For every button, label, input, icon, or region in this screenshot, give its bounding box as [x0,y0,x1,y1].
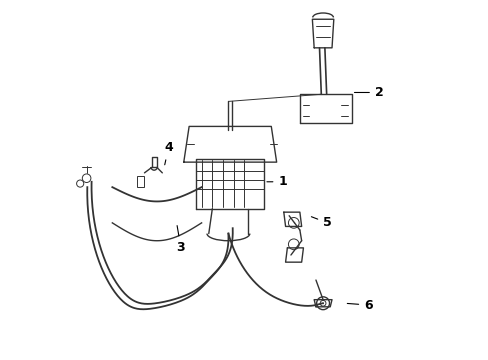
Text: 3: 3 [176,226,185,255]
Text: 4: 4 [164,141,173,165]
Text: 6: 6 [346,298,372,311]
Text: 2: 2 [354,86,383,99]
Text: 1: 1 [266,175,286,188]
Text: 5: 5 [311,216,331,229]
Polygon shape [136,176,144,187]
